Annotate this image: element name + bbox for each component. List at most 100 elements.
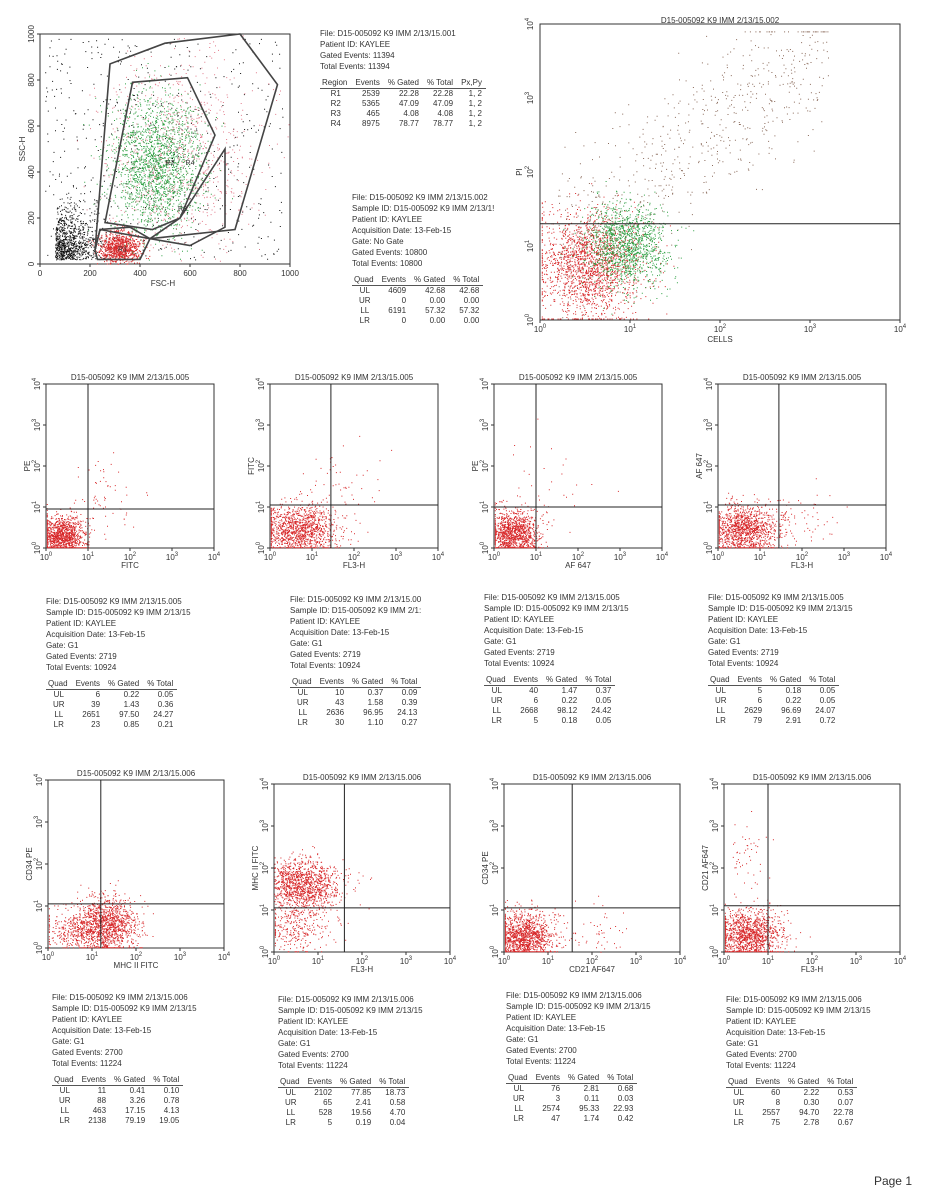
y-axis-label: PI <box>515 168 524 176</box>
stats-cell: 1.47 <box>561 686 578 695</box>
log-tick-label: 101 <box>525 239 535 252</box>
stats-cell: 0.07 <box>837 1098 854 1107</box>
stats-header: % Gated <box>110 1075 150 1086</box>
log-tick-label: 101 <box>312 956 325 966</box>
y-log-tick: 104 <box>32 377 42 390</box>
log-tick-label: 102 <box>124 552 137 562</box>
info-line: Total Events: 10924 <box>290 661 361 670</box>
gate-label-r4: R4 <box>186 160 195 167</box>
stats-header: Events <box>377 275 411 286</box>
log-tick-label: 100 <box>34 941 44 954</box>
stats-header-row: Quad Events% Gated% Total <box>52 1075 184 1086</box>
info-line: Sample ID: D15-005092 K9 IMM 2/13/15 <box>52 1004 197 1013</box>
stats-cell: 0.42 <box>617 1114 634 1123</box>
stats-cell: 2651 <box>82 710 101 719</box>
plot-title: D15-005092 K9 IMM 2/13/15.006 <box>303 773 422 782</box>
stats-cell: 0.05 <box>157 690 174 699</box>
stats-row: LL 528 19.56 4.70 <box>278 1108 409 1118</box>
x-axis-label: FSC-H <box>151 279 176 288</box>
log-tick-label: 104 <box>710 777 720 790</box>
stats-cell: 0.22 <box>123 690 140 699</box>
info-line: Total Events: 10924 <box>484 659 555 668</box>
stats-cell: 98.12 <box>557 706 578 715</box>
log-tick-label: 101 <box>624 324 637 334</box>
stats-header: Events <box>77 1075 111 1086</box>
stats-cell: LR <box>285 1118 296 1127</box>
info-line: Total Events: 10924 <box>46 663 117 672</box>
stats-row: LL 2557 94.70 22.78 <box>726 1108 857 1118</box>
stats-header: Events <box>315 677 349 688</box>
y-log-tick: 102 <box>704 459 714 472</box>
plot-title: D15-005092 K9 IMM 2/13/15.005 <box>71 373 190 382</box>
y-tick-label: 200 <box>27 211 36 225</box>
info-line: Patient ID: KAYLEE <box>506 1013 577 1022</box>
stats-cell: 57.32 <box>459 306 480 315</box>
y-log-tick: 104 <box>256 377 266 390</box>
log-tick-label: 102 <box>348 552 361 562</box>
stats-cell: 0.00 <box>463 296 480 305</box>
stats-header: Quad <box>726 1077 752 1088</box>
info-line: Sample ID: D15-005092 K9 IMM 2/13/15 <box>506 1002 651 1011</box>
stats-header: % Total <box>449 275 484 286</box>
log-tick-label: 104 <box>894 956 907 966</box>
info-line: Acquisition Date: 13-Feb-15 <box>46 630 146 639</box>
stats-cell: UR <box>491 696 503 705</box>
stats-cell: 0.11 <box>584 1094 600 1103</box>
log-tick-label: 103 <box>490 819 500 832</box>
stats-header-row: Quad Events% Gated% Total <box>352 275 484 286</box>
log-tick-label: 101 <box>762 956 775 966</box>
stats-cell: UL <box>715 686 726 695</box>
stats-cell: 30 <box>335 718 345 727</box>
log-tick-label: 100 <box>260 945 270 958</box>
stats-cell: 22.28 <box>398 89 419 98</box>
stats-cell: 5365 <box>362 99 380 108</box>
stats-cell: UR <box>733 1098 745 1107</box>
stats-cell: 6 <box>757 696 763 705</box>
stats-header-row: Quad Events% Gated% Total <box>46 679 178 690</box>
log-tick-label: 102 <box>572 552 585 562</box>
plot-frame <box>503 783 681 953</box>
info-line: File: D15-005092 K9 IMM 2/13/15.006 <box>506 991 642 1000</box>
stats-cell: 4.08 <box>437 109 454 118</box>
log-tick-label: 103 <box>174 952 187 962</box>
stats-header: Events <box>531 1073 565 1084</box>
page-number: Page 1 <box>873 1174 912 1188</box>
gate-label-r1: R1 <box>118 246 127 253</box>
stats-table: Quad Events% Gated% Total UL 4609 42.68 42.68… <box>352 275 484 326</box>
stats-cell: 0.58 <box>389 1098 406 1107</box>
log-tick-label: 100 <box>264 552 277 562</box>
stats-cell: 19.05 <box>159 1116 180 1125</box>
stats-cell: 77.85 <box>351 1088 372 1097</box>
stats-header: % Total <box>422 78 458 89</box>
info-line: Acquisition Date: 13-Feb-15 <box>352 226 452 235</box>
stats-cell: 0.19 <box>355 1118 372 1127</box>
stats-header: % Gated <box>410 275 450 286</box>
stats-cell: 1, 2 <box>468 89 482 98</box>
y-log-tick: 103 <box>260 819 270 832</box>
stats-cell: 0.39 <box>401 698 418 707</box>
row3-plot-1: D15-005092 K9 IMM 2/13/15.006 100 100 101 10… <box>20 768 234 972</box>
x-tick-label: 1000 <box>281 269 299 278</box>
stats-cell: 1.43 <box>123 700 140 709</box>
info-line: Total Events: 11224 <box>278 1061 348 1070</box>
log-tick-label: 103 <box>614 552 627 562</box>
y-log-tick: 103 <box>490 819 500 832</box>
stats-cell: 0.05 <box>819 696 836 705</box>
stats-cell: 1, 2 <box>468 109 482 118</box>
stats-cell: 2.41 <box>355 1098 372 1107</box>
row3-plot-4: D15-005092 K9 IMM 2/13/15.006 100 100 101 10… <box>696 772 910 976</box>
stats-cell: 2.22 <box>803 1088 820 1097</box>
stats-row: R2 5365 47.09 47.09 1, 2 <box>320 99 486 109</box>
stats-cell: 57.32 <box>425 306 446 315</box>
stats-header: % Gated <box>766 675 806 686</box>
stats-cell: 0.41 <box>129 1086 146 1095</box>
y-log-tick: 102 <box>34 857 44 870</box>
stats-cell: 6 <box>95 690 101 699</box>
stats-cell: 2636 <box>326 708 345 717</box>
stats-cell: 94.70 <box>799 1108 820 1117</box>
stats-table: Quad Events% Gated% Total UL 60 2.22 0.53 UR 8 0… <box>726 1077 858 1128</box>
stats-cell: 88 <box>97 1096 107 1105</box>
log-tick-label: 104 <box>704 377 714 390</box>
stats-row: UR 88 3.26 0.78 <box>52 1096 183 1106</box>
